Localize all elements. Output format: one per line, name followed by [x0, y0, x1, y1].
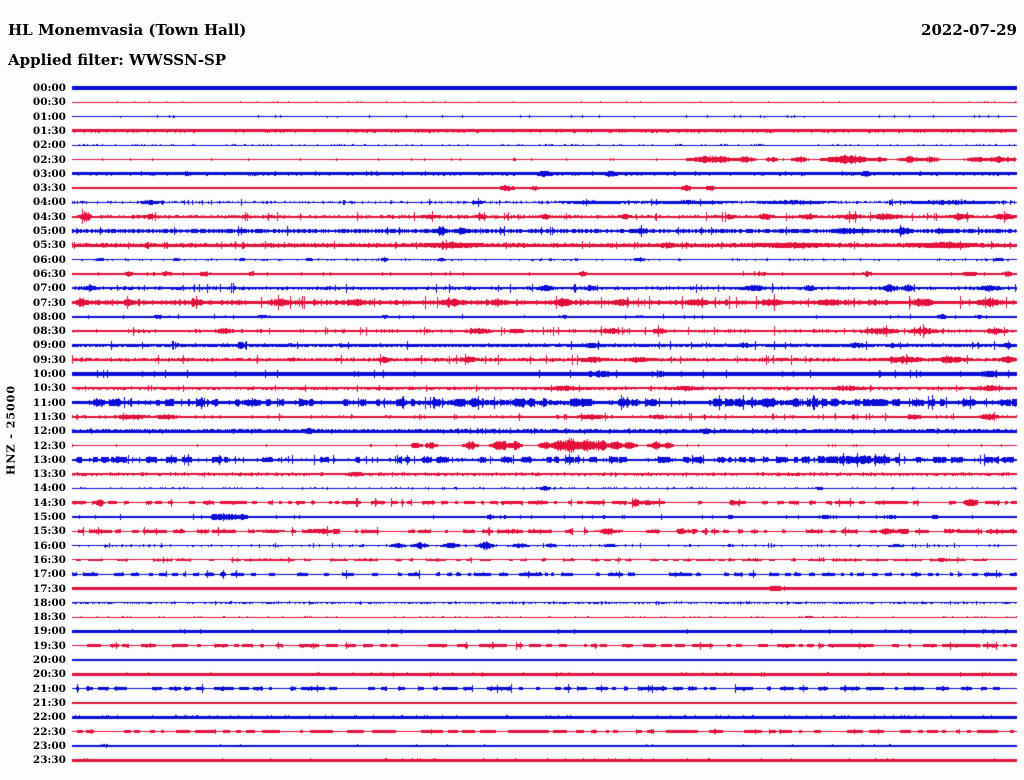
time-label: 19:00: [32, 625, 66, 638]
time-label: 17:30: [32, 582, 66, 595]
time-label: 18:30: [32, 611, 66, 624]
time-label: 23:30: [32, 754, 66, 767]
time-label: 02:00: [32, 139, 66, 152]
time-label: 14:30: [32, 496, 66, 509]
time-label: 17:00: [32, 568, 66, 581]
time-label: 09:00: [32, 339, 66, 352]
time-label: 08:00: [32, 310, 66, 323]
time-label: 22:30: [32, 725, 66, 738]
time-label: 13:00: [32, 453, 66, 466]
time-label: 14:00: [32, 482, 66, 495]
time-label: 19:30: [32, 639, 66, 652]
time-label: 03:00: [32, 167, 66, 180]
time-label: 16:00: [32, 539, 66, 552]
time-label: 12:30: [32, 439, 66, 452]
time-label: 22:00: [32, 711, 66, 724]
time-label: 06:30: [32, 267, 66, 280]
time-label: 05:30: [32, 239, 66, 252]
time-label: 20:30: [32, 668, 66, 681]
time-label: 23:00: [32, 739, 66, 752]
time-label: 05:00: [32, 225, 66, 237]
time-label: 04:30: [32, 210, 66, 223]
time-label: 13:30: [32, 468, 66, 481]
time-label: 01:30: [32, 124, 66, 137]
time-label: 06:00: [32, 253, 66, 266]
time-label: 15:30: [32, 525, 66, 538]
time-label: 20:00: [32, 654, 66, 666]
time-label: 16:30: [32, 553, 66, 566]
time-label: 02:30: [32, 153, 66, 166]
time-label: 04:00: [32, 196, 66, 209]
time-label: 12:00: [32, 425, 66, 438]
time-label: 09:30: [32, 353, 66, 366]
time-label: 10:00: [32, 368, 66, 380]
time-label: 03:30: [32, 182, 66, 195]
time-label: 07:30: [32, 296, 66, 309]
time-label: 11:00: [32, 396, 66, 409]
time-label: 08:30: [32, 325, 66, 338]
time-label: 00:00: [32, 82, 66, 94]
time-label: 18:00: [32, 596, 66, 609]
time-label: 15:00: [32, 511, 66, 523]
time-label: 01:00: [32, 110, 66, 123]
time-label: 21:30: [32, 696, 66, 709]
time-label: 10:30: [32, 382, 66, 395]
time-label: 07:00: [32, 282, 66, 295]
time-label: 21:00: [32, 682, 66, 695]
time-label: 11:30: [32, 410, 66, 423]
time-label: 00:30: [32, 96, 66, 109]
